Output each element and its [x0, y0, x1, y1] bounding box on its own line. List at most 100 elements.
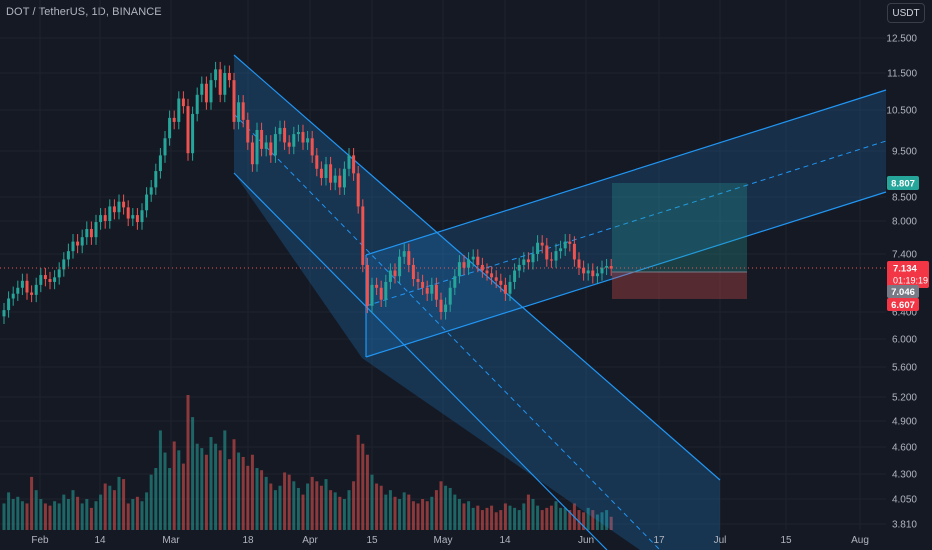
- volume-bar: [595, 514, 599, 530]
- volume-bar: [306, 483, 310, 530]
- candle: [62, 252, 66, 277]
- target-zone[interactable]: [612, 183, 747, 272]
- volume-bar: [333, 492, 337, 530]
- volume-bar: [324, 479, 328, 530]
- volume-bar: [89, 507, 93, 530]
- price-axis[interactable]: 12.500 11.500 10.500 9.500 8.500 8.000 7.400 6.…: [886, 34, 917, 531]
- entry-price-badge: 7.046: [887, 285, 919, 298]
- volume-bar: [467, 501, 471, 530]
- currency-button[interactable]: USDT: [887, 3, 925, 23]
- candle: [522, 252, 526, 273]
- volume-bar: [195, 443, 199, 530]
- volume-bar: [411, 501, 415, 530]
- candle: [232, 72, 236, 130]
- candle: [181, 91, 185, 114]
- price-tick-label: 6.400: [892, 308, 917, 319]
- candle: [255, 122, 259, 172]
- candle: [540, 235, 544, 254]
- volume-bar: [39, 499, 43, 530]
- volume-bar: [209, 437, 213, 530]
- candle: [324, 156, 328, 186]
- volume-bar: [398, 499, 402, 530]
- candle: [421, 274, 425, 296]
- volume-bar: [545, 507, 549, 530]
- volume-bar: [471, 507, 475, 530]
- price-tick-label: 6.000: [892, 335, 917, 346]
- candle: [209, 72, 213, 110]
- time-axis[interactable]: Feb 14 Mar 18 Apr 15 May 14 Jun 17 Jul 15 Aug: [31, 535, 869, 546]
- ascending-channel[interactable]: [365, 89, 887, 358]
- candle: [57, 262, 61, 285]
- candle: [591, 263, 595, 284]
- volume-bar: [453, 494, 457, 530]
- time-tick-label: Feb: [31, 535, 49, 546]
- volume-bar: [241, 456, 245, 530]
- target-price-label: 8.807: [891, 179, 915, 190]
- candle: [66, 243, 70, 267]
- candle: [388, 263, 392, 290]
- candle: [605, 258, 609, 275]
- candle: [430, 277, 434, 301]
- candle: [200, 76, 204, 103]
- candle: [402, 243, 406, 264]
- volume-bar: [365, 454, 369, 530]
- volume-bar: [223, 430, 227, 530]
- candle: [549, 252, 553, 268]
- candle: [384, 274, 388, 307]
- candle: [342, 161, 346, 195]
- volume-bar: [586, 507, 590, 530]
- candle: [545, 237, 549, 267]
- price-tick-label: 12.500: [886, 34, 917, 45]
- volume-bar: [57, 503, 61, 530]
- price-tick-label: 9.500: [892, 147, 917, 158]
- time-tick-label: 14: [94, 535, 106, 546]
- stop-zone[interactable]: [612, 272, 747, 299]
- candle: [559, 240, 563, 259]
- candle: [191, 106, 195, 161]
- volume-bar: [94, 501, 98, 530]
- volume-bar: [609, 516, 613, 530]
- candle: [25, 273, 29, 300]
- candle: [214, 61, 218, 88]
- volume-bar: [430, 496, 434, 530]
- volume-bar: [246, 465, 250, 530]
- candle: [292, 126, 296, 155]
- target-price-badge: 8.807: [887, 176, 919, 190]
- volume-bar: [513, 507, 517, 530]
- candle: [411, 257, 415, 287]
- volume-bar: [388, 490, 392, 530]
- candle: [53, 270, 57, 290]
- time-tick-label: Jun: [578, 535, 594, 546]
- entry-price-label: 7.046: [891, 287, 915, 298]
- candle: [517, 257, 521, 278]
- volume-bar: [283, 472, 287, 530]
- candle: [329, 156, 333, 191]
- volume-bar: [2, 503, 6, 530]
- candle: [260, 122, 264, 157]
- volume-bar: [85, 499, 89, 530]
- candle: [158, 148, 162, 179]
- volume-bar: [154, 468, 158, 530]
- volume-bar: [591, 510, 595, 530]
- long-position-tool[interactable]: [612, 183, 747, 299]
- candle: [448, 280, 452, 312]
- candle: [306, 130, 310, 150]
- candle: [554, 243, 558, 268]
- candle: [453, 269, 457, 296]
- volume-bar: [384, 494, 388, 530]
- candle: [365, 257, 369, 314]
- volume-bar: [485, 507, 489, 530]
- volume-bar: [402, 492, 406, 530]
- volume-bar: [301, 494, 305, 530]
- candle: [503, 277, 507, 301]
- candle-series: [2, 61, 613, 324]
- candle: [122, 194, 126, 215]
- candle: [444, 297, 448, 320]
- candle: [108, 199, 112, 229]
- price-tick-label: 8.500: [892, 193, 917, 204]
- volume-bar: [540, 510, 544, 530]
- candle: [126, 200, 130, 227]
- candle: [379, 280, 383, 307]
